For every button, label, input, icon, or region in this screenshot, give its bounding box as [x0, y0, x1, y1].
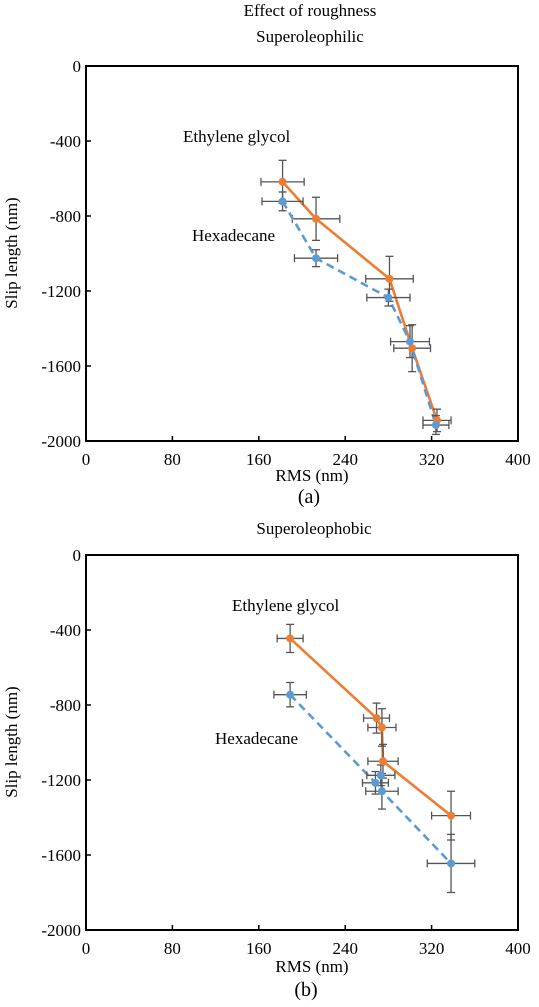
y-tick-label: -2000: [41, 921, 81, 940]
data-point-ethylene-glycol: [447, 811, 456, 820]
error-bar-hexadecane: [261, 191, 304, 212]
x-tick-label: 320: [419, 450, 445, 469]
legend-label-ethylene-glycol: Ethylene glycol: [183, 127, 290, 146]
data-point-hexadecane: [447, 859, 456, 868]
x-tick-label: 320: [419, 939, 445, 958]
data-point-ethylene-glycol: [385, 274, 394, 283]
x-tick-label: 80: [164, 450, 181, 469]
plot-area: [85, 554, 519, 931]
data-point-ethylene-glycol: [372, 714, 381, 723]
y-tick-label: -800: [50, 207, 81, 226]
y-tick-label: 0: [73, 546, 82, 565]
data-point-ethylene-glycol: [408, 344, 417, 353]
data-point-hexadecane: [406, 337, 414, 346]
x-axis-label: RMS (nm): [275, 957, 348, 976]
x-axis-label: RMS (nm): [275, 466, 348, 485]
x-tick-label: 0: [82, 939, 91, 958]
x-tick-label: 160: [246, 939, 272, 958]
data-point-hexadecane: [431, 421, 440, 430]
data-point-hexadecane: [377, 787, 386, 796]
y-tick-label: -2000: [41, 432, 81, 451]
data-point-hexadecane: [371, 778, 380, 787]
axis-ticks: 0 80 160 240 320 400 0 -400 -800 -1200 -1600 -2000: [41, 57, 530, 469]
data-point-hexadecane: [286, 690, 295, 699]
x-tick-label: 160: [246, 450, 272, 469]
series-line-hexadecane: [281, 200, 438, 426]
series-line-ethylene-glycol: [281, 181, 439, 421]
panel-b: Superoleophobic RMS (nm) Slip length (nm…: [2, 519, 531, 1001]
x-tick-label: 400: [505, 939, 531, 958]
figure-title: Effect of roughness: [244, 1, 377, 20]
y-tick-label: -1200: [41, 771, 81, 790]
data-marks: [260, 159, 452, 436]
panel-label: (a): [298, 486, 320, 508]
y-tick-label: -800: [50, 696, 81, 715]
x-tick-label: 240: [332, 939, 358, 958]
legend-label-hexadecane: Hexadecane: [215, 729, 298, 748]
data-point-ethylene-glycol: [312, 214, 321, 223]
data-marks: [273, 623, 476, 894]
x-tick-label: 240: [332, 450, 358, 469]
chart-title: Superoleophilic: [256, 27, 364, 46]
data-point-hexadecane: [384, 293, 393, 302]
y-tick-label: -400: [50, 132, 81, 151]
y-tick-label: 0: [73, 57, 82, 76]
x-tick-label: 400: [505, 450, 531, 469]
data-point-hexadecane: [278, 197, 287, 206]
data-point-ethylene-glycol: [379, 757, 387, 766]
plot-area: [85, 65, 519, 442]
x-tick-label: 80: [164, 939, 181, 958]
legend-label-ethylene-glycol: Ethylene glycol: [232, 596, 339, 615]
chart-title: Superoleophobic: [256, 519, 372, 538]
data-point-ethylene-glycol: [286, 634, 295, 643]
y-tick-label: -1200: [41, 282, 81, 301]
series-line-hexadecane: [289, 693, 452, 865]
y-axis-label: Slip length (nm): [2, 686, 21, 797]
axis-ticks: 0 80 160 240 320 400 0 -400 -800 -1200 -1600 -2000: [41, 546, 530, 958]
y-tick-label: -1600: [41, 357, 81, 376]
legend-label-hexadecane: Hexadecane: [192, 226, 275, 245]
data-point-hexadecane: [376, 771, 385, 780]
panel-a: Superoleophilic RMS (nm) Slip length (nm…: [2, 27, 531, 508]
x-tick-label: 0: [82, 450, 91, 469]
data-point-ethylene-glycol: [377, 723, 386, 732]
y-tick-label: -1600: [41, 846, 81, 865]
y-axis-label: Slip length (nm): [2, 197, 21, 308]
data-point-ethylene-glycol: [278, 177, 287, 186]
panel-label: (b): [294, 979, 317, 1001]
data-point-hexadecane: [312, 254, 321, 263]
y-tick-label: -400: [50, 621, 81, 640]
